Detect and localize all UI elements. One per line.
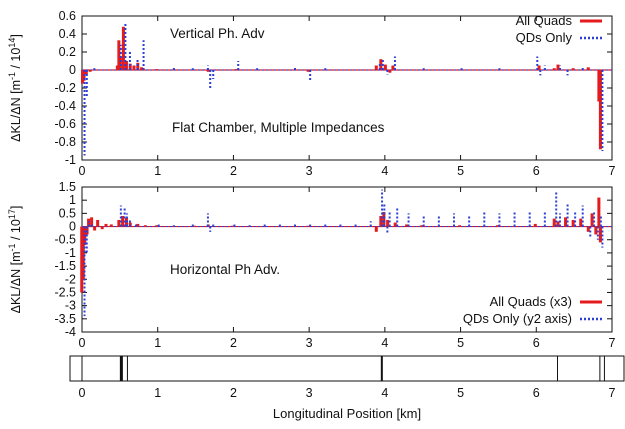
- y-tick-label: -2.5: [54, 285, 76, 299]
- y-tick-label: -0.2: [54, 81, 76, 95]
- y-tick-label: 0.6: [59, 9, 76, 23]
- x-tick-label: 2: [230, 386, 237, 400]
- series-dotted: [83, 189, 604, 317]
- y-tick-label: -3: [65, 299, 76, 313]
- top-panel: 0.60.40.20-0.2-0.4-0.6-0.8-10 1 2 3 4 5 6 7ΔKL/…: [7, 9, 616, 178]
- x-tick-label: 6: [533, 386, 540, 400]
- y-axis-label: ΔKL/ΔN [m-1 / 1017]: [7, 206, 23, 314]
- x-axis-label: Longitudinal Position [km]: [273, 406, 421, 421]
- legend-label: QDs Only: [516, 30, 573, 45]
- x-tick-label: 0: [79, 164, 86, 178]
- lattice-panel: 0 1 2 3 4 5 6 7 Longitudinal Position [km]: [69, 355, 625, 421]
- y-tick-label: -4: [65, 325, 76, 339]
- x-tick-label: 6: [533, 336, 540, 350]
- y-axis-label-part: -1: [7, 72, 17, 80]
- y-tick-label: -0.5: [54, 233, 76, 247]
- legend-label: All Quads: [516, 13, 573, 28]
- x-tick-label: 2: [230, 336, 237, 350]
- y-tick-label: -0.4: [54, 99, 76, 113]
- x-tick-label: 4: [381, 336, 388, 350]
- x-tick-label: 1: [154, 336, 161, 350]
- x-tick-label: 0: [79, 386, 86, 400]
- x-tick-label: 1: [154, 164, 161, 178]
- x-tick-label: 7: [609, 386, 616, 400]
- x-tick-label: 0: [79, 336, 86, 350]
- y-axis-label-part: 17: [7, 209, 17, 219]
- y-axis-label-part: ]: [9, 34, 23, 37]
- x-tick-label: 5: [457, 336, 464, 350]
- series-dotted: [83, 23, 604, 156]
- y-axis-label-part: / 10: [9, 48, 23, 72]
- y-tick-label: 0.5: [59, 206, 76, 220]
- y-axis-label-part: / 10: [9, 219, 23, 243]
- x-tick-label: 1: [154, 386, 161, 400]
- legend-label: QDs Only (y2 axis): [463, 311, 572, 326]
- y-tick-label: -2: [65, 272, 76, 286]
- y-tick-label: -1: [65, 153, 76, 167]
- y-tick-label: 1: [69, 193, 76, 207]
- annotation-text: Horizontal Ph Adv.: [170, 262, 280, 277]
- x-tick-label: 6: [533, 164, 540, 178]
- y-tick-label: 0: [69, 220, 76, 234]
- y-tick-label: -0.8: [54, 135, 76, 149]
- y-tick-label: 0.2: [59, 45, 76, 59]
- y-tick-label: 0: [69, 63, 76, 77]
- bottom-panel: 1.510.50-0.5-1-1.5-2-2.5-3-3.5-40 1 2 3 4 5 6 7…: [7, 180, 616, 350]
- y-tick-label: 1.5: [59, 180, 76, 194]
- x-tick-label: 7: [609, 336, 616, 350]
- x-tick-label: 3: [306, 386, 313, 400]
- x-tick-label: 5: [457, 164, 464, 178]
- x-tick-label: 5: [457, 386, 464, 400]
- y-axis-label-part: ]: [9, 206, 23, 209]
- x-tick-label: 4: [381, 386, 388, 400]
- y-tick-label: -3.5: [54, 312, 76, 326]
- x-tick-label: 3: [306, 336, 313, 350]
- y-tick-label: -1.5: [54, 259, 76, 273]
- y-axis-label-part: 14: [7, 38, 17, 48]
- x-tick-label: 3: [306, 164, 313, 178]
- annotation-text: Flat Chamber, Multiple Impedances: [172, 120, 385, 135]
- y-axis-label-part: -1: [7, 243, 17, 251]
- y-tick-label: -1: [65, 246, 76, 260]
- y-axis-label-part: ΔKL/ΔN [m: [9, 80, 23, 142]
- x-tick-label: 2: [230, 164, 237, 178]
- y-axis-label-part: ΔKL/ΔN [m: [9, 251, 23, 313]
- series-solid: [80, 197, 602, 293]
- legend-label: All Quads (x3): [490, 294, 572, 309]
- annotation-text: Vertical Ph. Adv: [170, 26, 265, 41]
- y-tick-label: 0.4: [59, 27, 76, 41]
- x-tick-label: 7: [609, 164, 616, 178]
- y-tick-label: -0.6: [54, 117, 76, 131]
- lattice-frame: [69, 355, 625, 382]
- x-tick-label: 4: [381, 164, 388, 178]
- y-axis-label: ΔKL/ΔN [m-1 / 1014]: [7, 34, 23, 142]
